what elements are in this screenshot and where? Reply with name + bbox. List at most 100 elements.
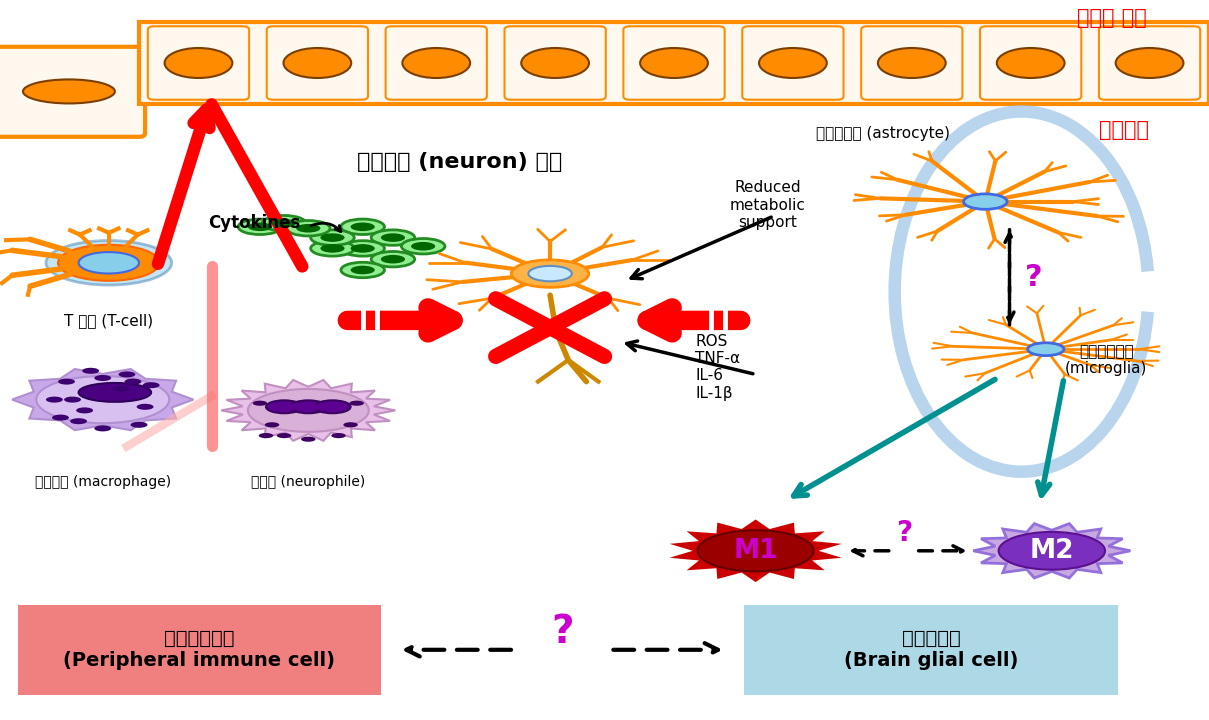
Ellipse shape xyxy=(94,426,111,431)
Text: 말초면역세포
(Peripheral immune cell): 말초면역세포 (Peripheral immune cell) xyxy=(64,629,335,670)
Ellipse shape xyxy=(277,433,291,438)
Ellipse shape xyxy=(238,219,282,235)
Ellipse shape xyxy=(58,245,160,281)
Ellipse shape xyxy=(290,400,326,413)
Ellipse shape xyxy=(46,240,172,285)
Ellipse shape xyxy=(511,260,589,287)
FancyBboxPatch shape xyxy=(1099,27,1201,99)
FancyBboxPatch shape xyxy=(0,47,145,137)
Ellipse shape xyxy=(759,48,827,78)
FancyBboxPatch shape xyxy=(18,605,381,695)
Ellipse shape xyxy=(411,242,435,251)
Ellipse shape xyxy=(283,48,352,78)
FancyBboxPatch shape xyxy=(744,605,1118,695)
Text: 실질조직: 실질조직 xyxy=(1099,120,1150,140)
Text: 미세아교세포
(microglia): 미세아교세포 (microglia) xyxy=(1065,344,1147,376)
Ellipse shape xyxy=(248,389,369,432)
Text: 신경세포 (neuron) 사멸: 신경세포 (neuron) 사멸 xyxy=(357,152,562,172)
Ellipse shape xyxy=(640,48,708,78)
Ellipse shape xyxy=(94,375,111,381)
Ellipse shape xyxy=(262,215,306,231)
Ellipse shape xyxy=(76,408,93,413)
Text: M1: M1 xyxy=(734,538,777,564)
Ellipse shape xyxy=(266,400,302,413)
Ellipse shape xyxy=(112,386,129,392)
Ellipse shape xyxy=(999,532,1105,570)
Ellipse shape xyxy=(46,397,63,402)
Text: 대뇌교세포
(Brain glial cell): 대뇌교세포 (Brain glial cell) xyxy=(844,629,1018,670)
Ellipse shape xyxy=(265,422,279,428)
Ellipse shape xyxy=(381,233,405,242)
Ellipse shape xyxy=(311,230,354,246)
FancyBboxPatch shape xyxy=(742,27,844,99)
Ellipse shape xyxy=(248,222,272,231)
Ellipse shape xyxy=(296,224,320,233)
Polygon shape xyxy=(12,369,193,430)
Ellipse shape xyxy=(351,266,375,274)
Ellipse shape xyxy=(272,219,296,228)
FancyBboxPatch shape xyxy=(386,27,487,99)
Text: 별아교세포 (astrocyte): 별아교세포 (astrocyte) xyxy=(816,126,949,140)
Ellipse shape xyxy=(301,436,316,442)
Ellipse shape xyxy=(1116,48,1184,78)
Ellipse shape xyxy=(79,252,139,274)
Ellipse shape xyxy=(401,238,445,254)
Ellipse shape xyxy=(52,415,69,420)
Ellipse shape xyxy=(36,376,169,423)
Ellipse shape xyxy=(341,262,384,278)
Ellipse shape xyxy=(528,266,572,282)
Text: ?: ? xyxy=(896,519,912,546)
Ellipse shape xyxy=(253,400,267,406)
Text: 호중구 (neurophile): 호중구 (neurophile) xyxy=(251,475,365,490)
Ellipse shape xyxy=(320,244,345,253)
Ellipse shape xyxy=(371,251,415,267)
Ellipse shape xyxy=(287,220,330,236)
Ellipse shape xyxy=(1028,343,1064,356)
Text: ?: ? xyxy=(1025,263,1042,292)
Polygon shape xyxy=(670,520,841,582)
Ellipse shape xyxy=(996,48,1065,78)
FancyBboxPatch shape xyxy=(504,27,606,99)
Text: Cytokines: Cytokines xyxy=(208,215,300,232)
Text: ?: ? xyxy=(551,613,573,651)
Ellipse shape xyxy=(371,230,415,246)
Text: Reduced
metabolic
support: Reduced metabolic support xyxy=(730,180,805,230)
FancyBboxPatch shape xyxy=(980,27,1081,99)
FancyBboxPatch shape xyxy=(147,27,249,99)
FancyBboxPatch shape xyxy=(139,22,1209,104)
Ellipse shape xyxy=(131,422,147,428)
Ellipse shape xyxy=(341,219,384,235)
Ellipse shape xyxy=(381,255,405,264)
Ellipse shape xyxy=(259,433,273,438)
Ellipse shape xyxy=(320,233,345,242)
Ellipse shape xyxy=(137,404,154,410)
Ellipse shape xyxy=(878,48,945,78)
FancyBboxPatch shape xyxy=(861,27,962,99)
Ellipse shape xyxy=(698,530,814,572)
Ellipse shape xyxy=(351,244,375,253)
Ellipse shape xyxy=(143,382,160,388)
Text: ROS
TNF-α
IL-6
IL-1β: ROS TNF-α IL-6 IL-1β xyxy=(695,333,740,401)
Ellipse shape xyxy=(314,400,351,413)
Ellipse shape xyxy=(82,368,99,374)
Text: 뇌혁관 내강: 뇌혁관 내강 xyxy=(1077,8,1147,28)
FancyBboxPatch shape xyxy=(267,27,368,99)
Polygon shape xyxy=(221,380,395,441)
Ellipse shape xyxy=(403,48,470,78)
Ellipse shape xyxy=(349,400,364,406)
Ellipse shape xyxy=(79,383,151,402)
Ellipse shape xyxy=(351,222,375,231)
Ellipse shape xyxy=(343,422,358,428)
Ellipse shape xyxy=(23,79,115,104)
Polygon shape xyxy=(973,523,1130,578)
Ellipse shape xyxy=(521,48,589,78)
Ellipse shape xyxy=(125,379,141,384)
Text: 대식세포 (macrophage): 대식세포 (macrophage) xyxy=(35,475,170,490)
Text: M2: M2 xyxy=(1030,538,1074,564)
Ellipse shape xyxy=(331,433,346,438)
Ellipse shape xyxy=(70,418,87,424)
Ellipse shape xyxy=(311,240,354,256)
Ellipse shape xyxy=(164,48,232,78)
Ellipse shape xyxy=(64,397,81,402)
FancyBboxPatch shape xyxy=(624,27,724,99)
